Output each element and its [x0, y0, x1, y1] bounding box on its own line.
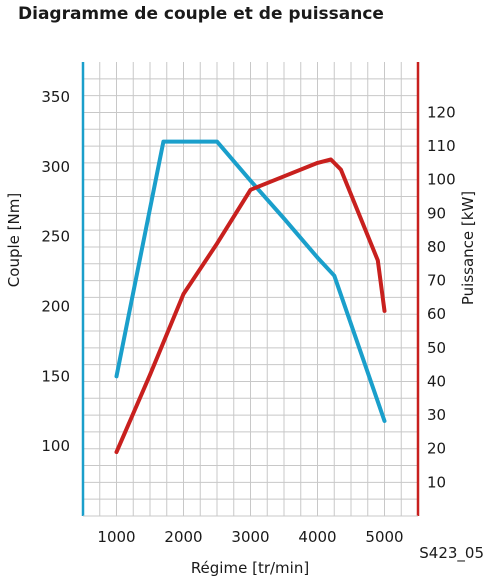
x-tick-label: 5000	[365, 528, 403, 546]
y-left-tick-label: 100	[41, 437, 70, 455]
torque-curve	[114, 139, 387, 423]
x-tick-label: 2000	[164, 528, 202, 546]
y-right-tick-label: 90	[427, 204, 446, 222]
figure-reference: S423_05	[419, 544, 484, 563]
chart-title: Diagramme de couple et de puissance	[18, 4, 384, 24]
power-curve	[114, 157, 387, 455]
y-left-tick-label: 350	[41, 88, 70, 106]
y-right-tick-label: 70	[427, 272, 446, 290]
y-left-tick-label: 300	[41, 158, 70, 176]
y-right-tick-label: 40	[427, 372, 446, 390]
chart-axes	[81, 62, 420, 517]
x-tick-label: 4000	[298, 528, 336, 546]
y-right-tick-label: 100	[427, 171, 456, 189]
y-left-tick-label: 150	[41, 367, 70, 385]
chart-series	[114, 139, 387, 455]
y-left-tick-label: 250	[41, 228, 70, 246]
y-right-tick-label: 20	[427, 440, 446, 458]
y-right-tick-label: 30	[427, 406, 446, 424]
x-tick-label: 3000	[231, 528, 269, 546]
y-right-tick-label: 10	[427, 473, 446, 491]
y-left-tick-label: 200	[41, 297, 70, 315]
y-axis-right-label: Puissance [kW]	[459, 191, 477, 305]
y-right-tick-label: 50	[427, 339, 446, 357]
y-axis-left-label: Couple [Nm]	[5, 193, 23, 287]
y-right-tick-label: 60	[427, 305, 446, 323]
y-right-tick-label: 110	[427, 137, 456, 155]
x-axis-label: Régime [tr/min]	[191, 559, 309, 577]
chart-tick-labels: 100 150 200 250 300 350 10 20 30 40 50 60 70 80 90 100 1…	[41, 88, 455, 546]
chart-grid	[83, 62, 418, 516]
x-tick-label: 1000	[97, 528, 135, 546]
y-right-tick-label: 120	[427, 103, 456, 121]
y-right-tick-label: 80	[427, 238, 446, 256]
